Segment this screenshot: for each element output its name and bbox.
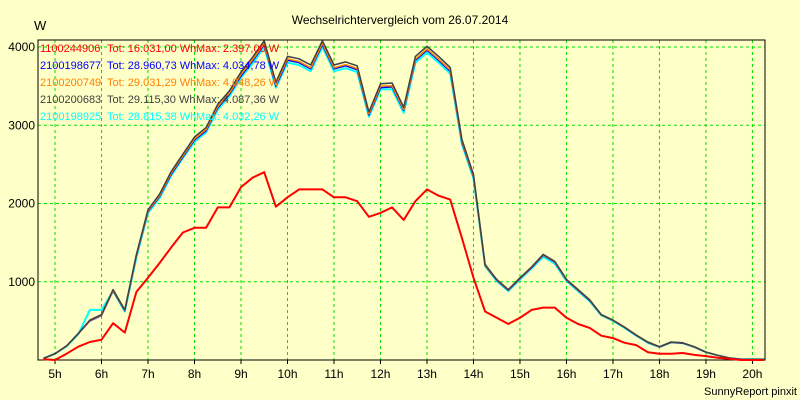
y-axis-label: W — [34, 18, 47, 33]
x-tick-label: 20h — [742, 367, 762, 381]
legend-name: 1100244906 — [40, 43, 100, 55]
legend-total: Tot: 16.031,00 Wh — [107, 43, 196, 55]
series-line-2100200749 — [43, 42, 765, 360]
series-lines — [43, 40, 765, 361]
chart-title: Wechselrichtervergleich vom 26.07.2014 — [292, 13, 509, 27]
legend-total: Tot: 29.115,30 Wh — [107, 94, 195, 106]
x-tick-label: 15h — [510, 367, 530, 381]
x-tick-label: 11h — [324, 367, 343, 381]
x-tick-label: 14h — [463, 367, 483, 381]
grid — [38, 40, 765, 360]
legend-max: Max: 4.034,78 W — [196, 60, 280, 72]
credit-label: SunnyReport pinxit — [704, 386, 797, 398]
legend-total: Tot: 28.960,73 Wh — [107, 60, 196, 72]
legend-total: Tot: 29.031,29 Wh — [107, 77, 196, 89]
x-tick-label: 9h — [234, 367, 247, 381]
x-tick-label: 5h — [48, 367, 61, 381]
x-tick-label: 12h — [370, 367, 390, 381]
legend-name: 2100200683 — [40, 94, 101, 106]
legend: 1100244906 Tot: 16.031,00 Wh Max: 2.397,00… — [40, 43, 280, 123]
legend-max: Max: 2.397,00 W — [196, 43, 280, 55]
y-tick-label: 4000 — [8, 40, 35, 54]
x-tick-label: 17h — [603, 367, 623, 381]
series-line-1100244906 — [43, 171, 765, 361]
x-tick-label: 7h — [141, 367, 154, 381]
y-tick-label: 3000 — [8, 118, 35, 132]
x-tick-label: 19h — [696, 367, 716, 381]
legend-total: Tot: 28.815,38 Wh — [107, 111, 196, 123]
y-tick-label: 1000 — [8, 275, 35, 289]
legend-name: 2100198677 — [40, 60, 101, 72]
x-tick-label: 8h — [188, 367, 201, 381]
x-tick-label: 16h — [556, 367, 576, 381]
y-tick-label: 2000 — [8, 197, 35, 211]
legend-name: 2100198925 — [40, 111, 101, 123]
x-tick-label: 10h — [277, 367, 297, 381]
plot-frame — [37, 39, 766, 361]
x-tick-label: 18h — [649, 367, 669, 381]
legend-name: 2100200749 — [40, 77, 101, 89]
legend-max: Max: 4.032,26 W — [196, 111, 280, 123]
x-tick-label: 13h — [417, 367, 437, 381]
legend-max: Max: 4.048,26 W — [196, 77, 280, 89]
legend-max: Max: 4.087,36 W — [196, 94, 280, 106]
axis-ticks: 5h 6h 7h 8h 9h 10h 11h 12h 13h 14h 15h 16h 17h 18h 19h… — [8, 40, 762, 381]
series-line-2100198677 — [43, 43, 765, 360]
x-tick-label: 6h — [95, 367, 108, 381]
series-line-2100200683 — [43, 40, 765, 360]
